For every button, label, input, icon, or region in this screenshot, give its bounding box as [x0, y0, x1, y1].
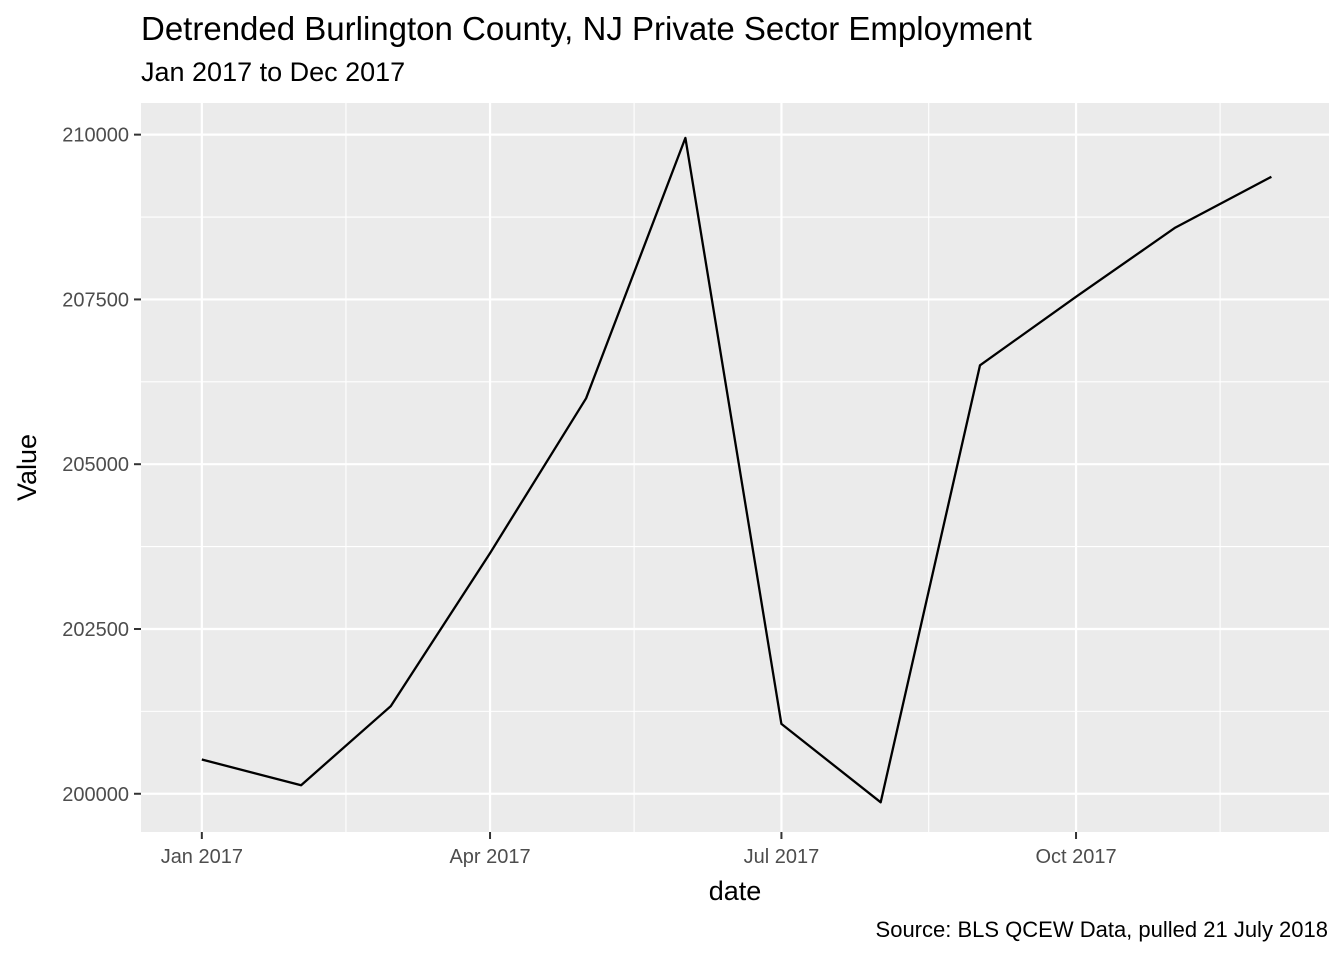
y-tick-label: 205000: [62, 454, 129, 476]
y-tick-label: 210000: [62, 125, 129, 147]
x-tick-label: Oct 2017: [1035, 846, 1116, 868]
series-line: [201, 136, 1272, 804]
x-tick-label: Apr 2017: [449, 846, 530, 868]
chart-subtitle: Jan 2017 to Dec 2017: [141, 57, 406, 87]
chart-title: Detrended Burlington County, NJ Private …: [141, 10, 1032, 47]
y-tick-label: 207500: [62, 289, 129, 311]
y-tick-label: 202500: [62, 619, 129, 641]
series-layer: [201, 136, 1272, 804]
x-tick-label: Jan 2017: [161, 846, 243, 868]
y-axis-title: Value: [12, 434, 42, 501]
minor-gridlines: [141, 103, 1329, 832]
y-tick-label: 200000: [62, 784, 129, 806]
y-axis: 200000 202500 205000 207500 210000: [62, 125, 141, 806]
x-axis: Jan 2017 Apr 2017 Jul 2017 Oct 2017: [161, 832, 1117, 868]
chart-caption: Source: BLS QCEW Data, pulled 21 July 20…: [875, 917, 1328, 942]
major-gridlines: [141, 103, 1329, 832]
plot-panel: [141, 103, 1329, 832]
x-tick-label: Jul 2017: [744, 846, 820, 868]
x-axis-title: date: [709, 876, 762, 906]
